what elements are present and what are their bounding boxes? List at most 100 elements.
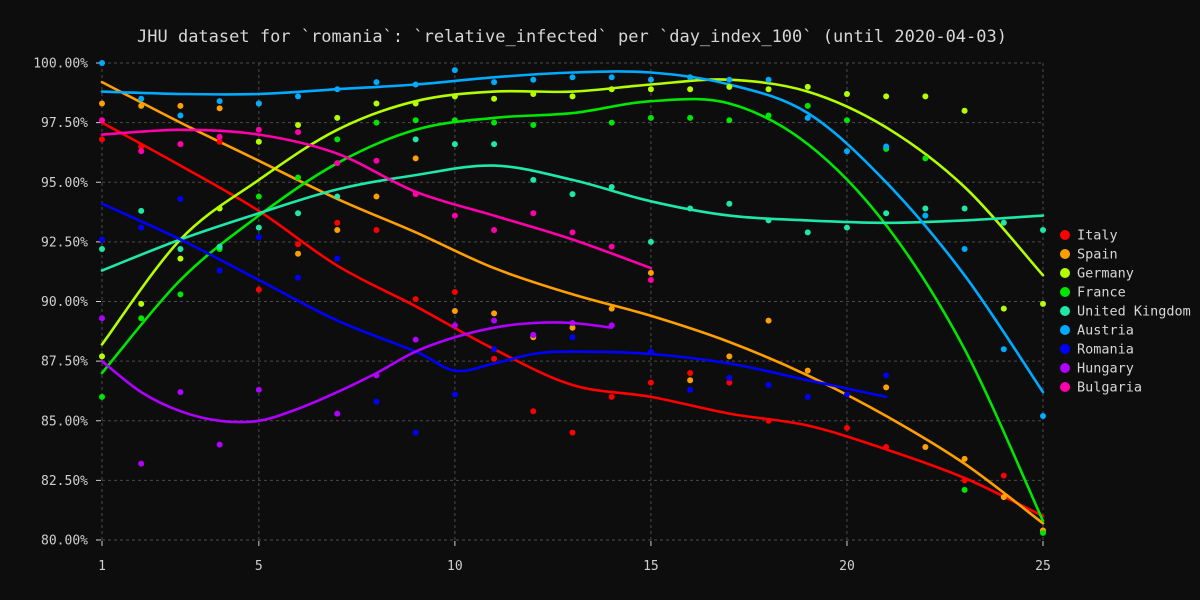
data-point-france bbox=[726, 117, 733, 124]
trend-line-bulgaria bbox=[100, 128, 653, 270]
data-point-italy bbox=[412, 296, 419, 303]
data-point-austria bbox=[138, 95, 145, 102]
data-point-united-kingdom bbox=[883, 210, 890, 217]
legend-label-austria: Austria bbox=[1077, 323, 1134, 339]
data-point-spain bbox=[1000, 494, 1007, 501]
data-point-austria bbox=[530, 76, 537, 83]
data-point-united-kingdom bbox=[491, 141, 498, 148]
data-point-austria bbox=[99, 60, 105, 66]
data-point-spain bbox=[765, 317, 772, 324]
data-point-spain bbox=[334, 226, 341, 233]
data-point-france bbox=[99, 393, 105, 400]
data-point-united-kingdom bbox=[295, 210, 302, 217]
x-tick-label: 10 bbox=[447, 559, 463, 574]
trend-line-germany bbox=[100, 78, 1045, 346]
data-point-united-kingdom bbox=[1040, 226, 1046, 233]
data-point-france bbox=[412, 117, 419, 124]
data-point-hungary bbox=[334, 410, 341, 417]
y-tick-label: 100.00% bbox=[33, 57, 88, 72]
data-point-germany bbox=[295, 122, 302, 129]
legend-marker-spain bbox=[1060, 249, 1070, 259]
trend-line-france bbox=[100, 97, 1045, 523]
data-point-united-kingdom bbox=[334, 193, 341, 200]
trend-lines bbox=[100, 70, 1045, 525]
axes: 80.00% 82.50% 85.00% 87.50% 90.00% 92.50% 95.0… bbox=[33, 57, 1051, 575]
data-point-austria bbox=[922, 212, 929, 219]
data-point-bulgaria bbox=[334, 160, 341, 167]
data-point-united-kingdom bbox=[99, 246, 105, 253]
legend-marker-germany bbox=[1060, 268, 1070, 278]
data-point-austria bbox=[883, 143, 890, 150]
data-point-romania bbox=[569, 334, 576, 341]
data-point-romania bbox=[216, 267, 223, 274]
data-point-romania bbox=[177, 195, 184, 202]
data-point-italy bbox=[647, 379, 654, 386]
y-tick-label: 85.00% bbox=[41, 414, 88, 429]
data-point-spain bbox=[177, 102, 184, 109]
x-tick-label: 25 bbox=[1035, 559, 1051, 574]
data-point-italy bbox=[961, 477, 968, 484]
data-point-bulgaria bbox=[608, 243, 615, 250]
legend-marker-hungary bbox=[1060, 363, 1070, 373]
data-point-austria bbox=[295, 93, 302, 100]
data-point-italy bbox=[255, 286, 262, 293]
y-tick-label: 95.00% bbox=[41, 176, 88, 191]
data-point-united-kingdom bbox=[1000, 219, 1007, 226]
data-point-united-kingdom bbox=[451, 141, 458, 148]
data-point-germany bbox=[883, 93, 890, 100]
data-point-italy bbox=[99, 136, 105, 143]
data-point-germany bbox=[922, 93, 929, 100]
y-tick-label: 80.00% bbox=[41, 534, 88, 549]
data-point-romania bbox=[687, 386, 694, 393]
data-point-romania bbox=[491, 346, 498, 353]
data-point-bulgaria bbox=[216, 133, 223, 140]
trend-line-romania bbox=[100, 202, 888, 399]
data-point-united-kingdom bbox=[255, 224, 262, 231]
data-point-romania bbox=[138, 224, 145, 231]
data-point-austria bbox=[412, 81, 419, 88]
data-point-germany bbox=[1040, 300, 1046, 307]
data-point-austria bbox=[334, 86, 341, 93]
data-point-austria bbox=[804, 114, 811, 121]
data-point-united-kingdom bbox=[687, 205, 694, 212]
x-tick-label: 5 bbox=[255, 559, 263, 574]
data-point-austria bbox=[647, 76, 654, 83]
data-point-italy bbox=[843, 424, 850, 431]
data-point-germany bbox=[647, 86, 654, 93]
data-point-germany bbox=[569, 93, 576, 100]
data-point-france bbox=[138, 315, 145, 322]
data-point-austria bbox=[451, 67, 458, 74]
trend-line-austria bbox=[100, 70, 1045, 394]
data-point-united-kingdom bbox=[647, 238, 654, 245]
data-point-germany bbox=[687, 86, 694, 93]
y-tick-label: 97.50% bbox=[41, 116, 88, 131]
data-point-germany bbox=[1000, 305, 1007, 312]
data-point-germany bbox=[843, 91, 850, 98]
data-point-spain bbox=[451, 308, 458, 315]
legend-marker-romania bbox=[1060, 344, 1070, 354]
legend: Italy Spain Germany France United Kingdom Aus… bbox=[1060, 228, 1191, 396]
data-point-hungary bbox=[530, 331, 537, 338]
data-point-united-kingdom bbox=[608, 184, 615, 191]
data-point-hungary bbox=[138, 460, 145, 467]
data-point-austria bbox=[843, 148, 850, 155]
data-point-italy bbox=[491, 355, 498, 362]
legend-label-bulgaria: Bulgaria bbox=[1077, 380, 1142, 396]
data-point-bulgaria bbox=[373, 157, 380, 164]
data-point-united-kingdom bbox=[804, 229, 811, 236]
data-point-spain bbox=[569, 324, 576, 331]
legend-label-france: France bbox=[1077, 285, 1126, 301]
legend-label-italy: Italy bbox=[1077, 228, 1118, 244]
data-point-france bbox=[255, 193, 262, 200]
data-point-romania bbox=[804, 393, 811, 400]
data-point-united-kingdom bbox=[922, 205, 929, 212]
data-point-italy bbox=[726, 379, 733, 386]
data-point-spain bbox=[216, 105, 223, 112]
data-point-hungary bbox=[491, 317, 498, 324]
y-tick-label: 92.50% bbox=[41, 235, 88, 250]
data-point-romania bbox=[255, 234, 262, 241]
data-point-spain bbox=[138, 102, 145, 109]
legend-label-united-kingdom: United Kingdom bbox=[1077, 304, 1191, 320]
data-point-germany bbox=[726, 83, 733, 90]
data-point-france bbox=[295, 174, 302, 181]
